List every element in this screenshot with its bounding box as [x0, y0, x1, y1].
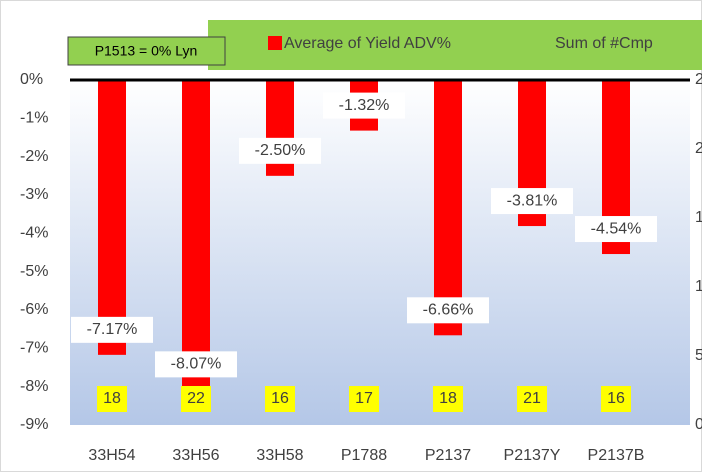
data-label-box — [239, 137, 321, 164]
count-label-box — [433, 386, 463, 412]
y2-tick-label: 10 — [695, 278, 702, 295]
data-label: -8.07% — [171, 356, 222, 373]
count-label-box — [265, 386, 295, 412]
y-tick-label: -4% — [20, 225, 48, 242]
count-label-box — [601, 386, 631, 412]
annotation-box — [67, 36, 226, 66]
count-label: 16 — [271, 390, 289, 407]
count-label-box — [517, 386, 547, 412]
y-tick-label: -3% — [20, 186, 48, 203]
bar — [434, 80, 462, 336]
x-tick-label: P1788 — [341, 447, 387, 464]
data-label-box — [323, 92, 405, 119]
count-label: 22 — [187, 390, 205, 407]
legend-swatch — [268, 36, 282, 50]
y2-tick-label: 20 — [695, 140, 702, 157]
y-tick-label: 0% — [20, 71, 43, 88]
x-tick-label: P2137B — [588, 447, 645, 464]
data-label: -2.50% — [255, 142, 306, 159]
y-tick-label: -6% — [20, 301, 48, 318]
y2-tick-label: 0 — [695, 416, 702, 433]
annotation: P1513 = 0% Lyn — [95, 43, 198, 59]
data-label-box — [71, 316, 153, 343]
data-label-box — [407, 297, 489, 324]
count-label: 21 — [523, 390, 541, 407]
data-label: -7.17% — [87, 321, 138, 338]
y2-tick-label: 25 — [695, 71, 702, 88]
legend-box — [208, 20, 702, 70]
data-label: -6.66% — [423, 302, 474, 319]
count-label: 16 — [607, 390, 625, 407]
count-label: 17 — [355, 390, 373, 407]
y-tick-label: -5% — [20, 263, 48, 280]
count-label: 18 — [439, 390, 457, 407]
count-label: 18 — [103, 390, 121, 407]
legend-label: Sum of #Cmp — [555, 35, 653, 52]
count-label-box — [181, 386, 211, 412]
data-label-box — [491, 188, 573, 215]
legend-label: Average of Yield ADV% — [284, 35, 451, 52]
x-tick-label: P2137Y — [504, 447, 561, 464]
y-tick-label: -7% — [20, 340, 48, 357]
data-label-box — [155, 351, 237, 378]
bar — [98, 80, 126, 355]
y2-tick-label: 15 — [695, 209, 702, 226]
x-tick-label: 33H56 — [172, 447, 219, 464]
data-label: -1.32% — [339, 97, 390, 114]
x-tick-label: P2137 — [425, 447, 471, 464]
data-label: -4.54% — [591, 220, 642, 237]
y-tick-label: -1% — [20, 110, 48, 127]
x-tick-label: 33H54 — [88, 447, 135, 464]
y-tick-label: -2% — [20, 148, 48, 165]
y-tick-label: -8% — [20, 378, 48, 395]
data-label-box — [575, 216, 657, 243]
count-label-box — [349, 386, 379, 412]
y-tick-label: -9% — [20, 416, 48, 433]
data-label: -3.81% — [507, 192, 558, 209]
y2-tick-label: 5 — [695, 347, 702, 364]
count-label-box — [97, 386, 127, 412]
bar — [182, 80, 210, 390]
x-tick-label: 33H58 — [256, 447, 303, 464]
